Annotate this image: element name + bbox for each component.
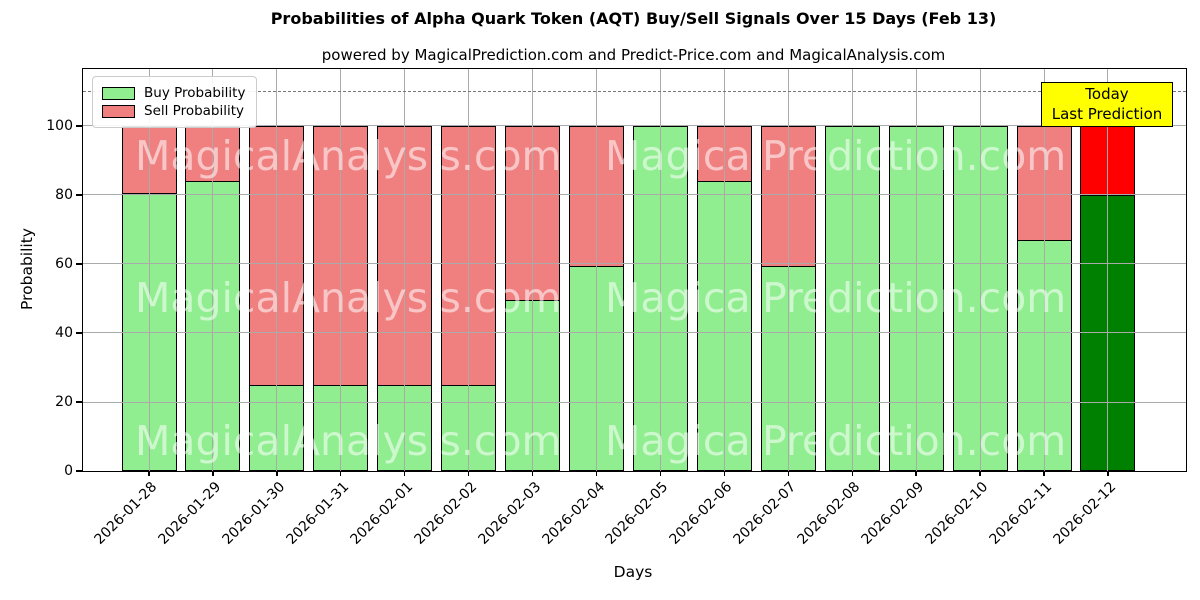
chart-subtitle: powered by MagicalPrediction.com and Pre… — [321, 46, 946, 64]
x-tick-label: 2026-02-11 — [986, 479, 1056, 548]
x-tick-mark — [148, 471, 150, 476]
vertical-gridline — [148, 69, 150, 471]
x-tick-label: 2026-02-07 — [730, 479, 800, 548]
vertical-gridline — [723, 69, 725, 471]
x-tick-label: 2026-02-02 — [411, 479, 480, 548]
x-tick-label: 2026-01-29 — [155, 479, 225, 548]
watermark-text: MagicalPrediction.com — [605, 274, 1067, 322]
vertical-gridline — [659, 69, 661, 471]
x-tick-label: 2026-01-30 — [219, 479, 289, 548]
x-tick-mark — [467, 471, 470, 476]
x-tick-mark — [1043, 471, 1045, 476]
legend-item-buy: Buy Probability — [102, 85, 245, 101]
x-axis-label: Days — [613, 563, 653, 581]
vertical-gridline — [1107, 69, 1109, 471]
vertical-gridline — [979, 69, 981, 471]
x-tick-mark — [659, 471, 662, 476]
vertical-gridline — [276, 69, 278, 471]
x-tick-label: 2026-02-03 — [475, 479, 544, 548]
x-tick-mark — [276, 471, 278, 476]
x-tick-label: 2026-02-04 — [538, 479, 608, 548]
x-tick-mark — [212, 471, 214, 476]
vertical-gridline — [212, 69, 214, 471]
x-tick-label: 2026-02-10 — [922, 479, 992, 548]
annotation-line1: Today — [1085, 85, 1129, 103]
vertical-gridline — [596, 69, 597, 471]
y-tick-mark — [75, 194, 82, 196]
y-tick-label: 60 — [55, 255, 73, 272]
y-tick-label: 0 — [64, 463, 73, 479]
watermark-text: MagicalAnalysis.com — [135, 132, 562, 180]
horizontal-gridline — [83, 194, 1186, 196]
x-tick-mark — [723, 471, 726, 476]
legend: Buy Probability Sell Probability — [92, 76, 258, 128]
x-tick-label: 2026-01-28 — [91, 479, 161, 548]
legend-label-sell: Sell Probability — [144, 103, 245, 119]
sell-probability-swatch — [102, 104, 135, 118]
vertical-gridline — [787, 69, 789, 471]
horizontal-gridline — [83, 125, 1186, 127]
vertical-gridline — [340, 69, 342, 471]
watermark-text: MagicalAnalysis.com — [135, 274, 562, 322]
horizontal-gridline — [83, 401, 1186, 403]
watermark-text: MagicalAnalysis.com — [135, 417, 562, 465]
x-tick-label: 2026-02-08 — [794, 479, 864, 548]
x-tick-mark — [851, 471, 853, 476]
x-tick-mark — [404, 471, 406, 476]
watermark-text: MagicalPrediction.com — [605, 417, 1067, 465]
x-tick-mark — [1107, 471, 1109, 476]
horizontal-gridline — [83, 263, 1186, 265]
chart-title: Probabilities of Alpha Quark Token (AQT)… — [270, 9, 997, 28]
x-tick-mark — [595, 471, 598, 476]
annotation-line2: Last Prediction — [1051, 105, 1163, 123]
x-tick-label: 2026-02-05 — [602, 479, 672, 548]
x-tick-mark — [915, 471, 917, 476]
vertical-gridline — [404, 69, 406, 471]
dashed-threshold-line — [83, 91, 1186, 93]
legend-item-sell: Sell Probability — [102, 103, 245, 119]
horizontal-gridline — [83, 332, 1186, 334]
x-tick-mark — [531, 471, 534, 476]
vertical-gridline — [468, 69, 470, 471]
plot-area: Buy Probability Sell Probability Today L… — [46, 68, 1187, 548]
vertical-gridline — [532, 69, 534, 471]
y-tick-mark — [75, 470, 82, 472]
y-tick-label: 40 — [55, 324, 73, 341]
x-tick-mark — [787, 471, 789, 476]
watermark-text: MagicalPrediction.com — [605, 132, 1067, 180]
vertical-gridline — [1043, 69, 1045, 471]
x-tick-label: 2026-02-09 — [858, 479, 928, 548]
x-tick-label: 2026-02-06 — [666, 479, 736, 548]
y-tick-label: 80 — [55, 186, 73, 203]
y-tick-mark — [75, 263, 82, 265]
y-tick-mark — [75, 401, 82, 403]
today-annotation: Today Last Prediction — [1041, 82, 1173, 127]
x-tick-label: 2026-01-31 — [283, 479, 353, 548]
x-tick-mark — [979, 471, 981, 476]
y-tick-label: 20 — [55, 394, 73, 410]
x-tick-label: 2026-02-12 — [1050, 479, 1120, 548]
x-tick-mark — [340, 471, 342, 476]
vertical-gridline — [915, 69, 917, 471]
legend-label-buy: Buy Probability — [144, 85, 246, 101]
buy-probability-swatch — [102, 86, 135, 100]
x-tick-label: 2026-02-01 — [347, 479, 417, 548]
y-tick-mark — [75, 332, 82, 334]
y-tick-label: 100 — [46, 117, 73, 134]
y-tick-mark — [75, 125, 82, 127]
vertical-gridline — [851, 69, 853, 471]
